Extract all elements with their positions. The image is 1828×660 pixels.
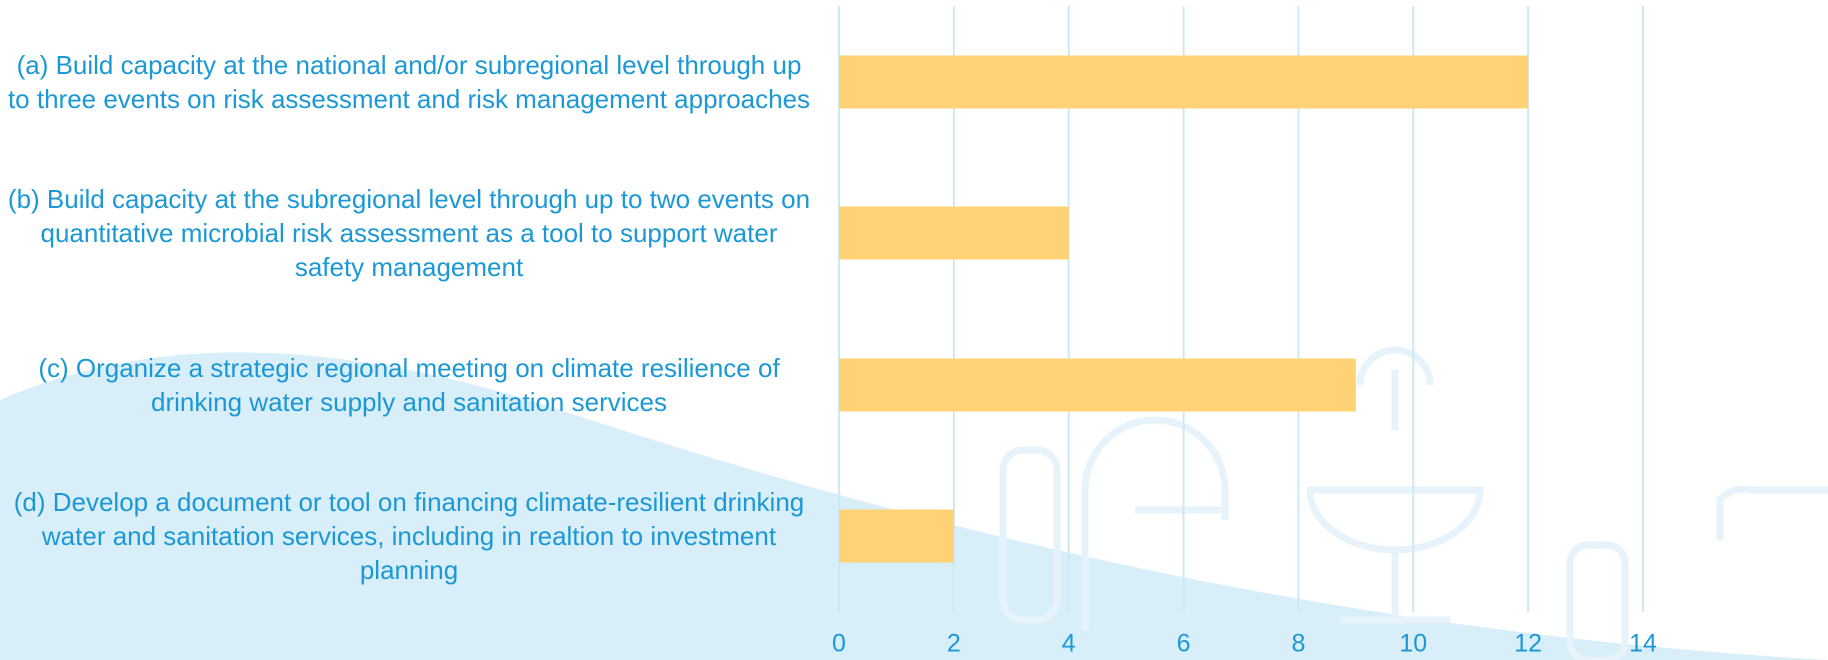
category-label: (b) Build capacity at the subregional le… <box>7 184 811 282</box>
bar <box>839 55 1529 109</box>
x-tick-label: 2 <box>947 630 961 658</box>
x-tick-label: 12 <box>1514 630 1542 658</box>
x-tick-label: 4 <box>1062 630 1076 658</box>
x-tick-label: 6 <box>1177 630 1191 658</box>
category-label: (a) Build capacity at the national and/o… <box>7 50 811 114</box>
wave <box>0 352 1828 660</box>
background <box>0 346 1828 660</box>
decor-icons <box>999 346 1828 660</box>
bar <box>839 358 1356 412</box>
bar <box>839 206 1069 260</box>
category-label: (d) Develop a document or tool on financ… <box>13 487 805 585</box>
x-tick-label: 14 <box>1629 630 1657 658</box>
x-tick-label: 0 <box>832 630 846 658</box>
bar <box>839 509 954 563</box>
category-label: (c) Organize a strategic regional meetin… <box>38 353 780 417</box>
x-tick-label: 8 <box>1291 630 1305 658</box>
x-tick-label: 10 <box>1399 630 1427 658</box>
